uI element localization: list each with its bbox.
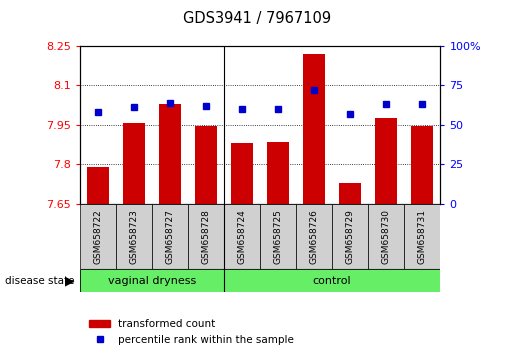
Text: GSM658730: GSM658730 xyxy=(382,209,391,264)
Text: disease state: disease state xyxy=(5,275,75,286)
Bar xyxy=(303,54,325,204)
Bar xyxy=(80,204,116,269)
Text: GSM658725: GSM658725 xyxy=(273,209,283,264)
Bar xyxy=(332,204,368,269)
Bar xyxy=(296,204,332,269)
Bar xyxy=(123,124,145,204)
Bar xyxy=(411,126,433,204)
Bar xyxy=(368,204,404,269)
Bar xyxy=(152,204,188,269)
Text: ▶: ▶ xyxy=(65,274,75,287)
Text: GSM658726: GSM658726 xyxy=(310,209,319,264)
Bar xyxy=(339,183,361,204)
Bar xyxy=(80,269,224,292)
Text: GSM658728: GSM658728 xyxy=(201,209,211,264)
Bar xyxy=(224,269,440,292)
Bar xyxy=(188,204,224,269)
Text: GSM658724: GSM658724 xyxy=(237,209,247,264)
Bar xyxy=(87,167,109,204)
Legend: transformed count, percentile rank within the sample: transformed count, percentile rank withi… xyxy=(85,315,298,349)
Bar xyxy=(116,204,152,269)
Text: GSM658723: GSM658723 xyxy=(129,209,139,264)
Bar xyxy=(224,204,260,269)
Text: control: control xyxy=(313,275,351,286)
Bar xyxy=(159,104,181,204)
Text: GSM658729: GSM658729 xyxy=(346,209,355,264)
Bar xyxy=(195,126,217,204)
Bar xyxy=(260,204,296,269)
Text: GSM658731: GSM658731 xyxy=(418,209,427,264)
Bar xyxy=(404,204,440,269)
Text: GSM658722: GSM658722 xyxy=(93,209,102,264)
Bar xyxy=(375,118,397,204)
Text: GSM658727: GSM658727 xyxy=(165,209,175,264)
Bar xyxy=(267,142,289,204)
Bar xyxy=(231,143,253,204)
Text: vaginal dryness: vaginal dryness xyxy=(108,275,196,286)
Text: GDS3941 / 7967109: GDS3941 / 7967109 xyxy=(183,11,332,25)
